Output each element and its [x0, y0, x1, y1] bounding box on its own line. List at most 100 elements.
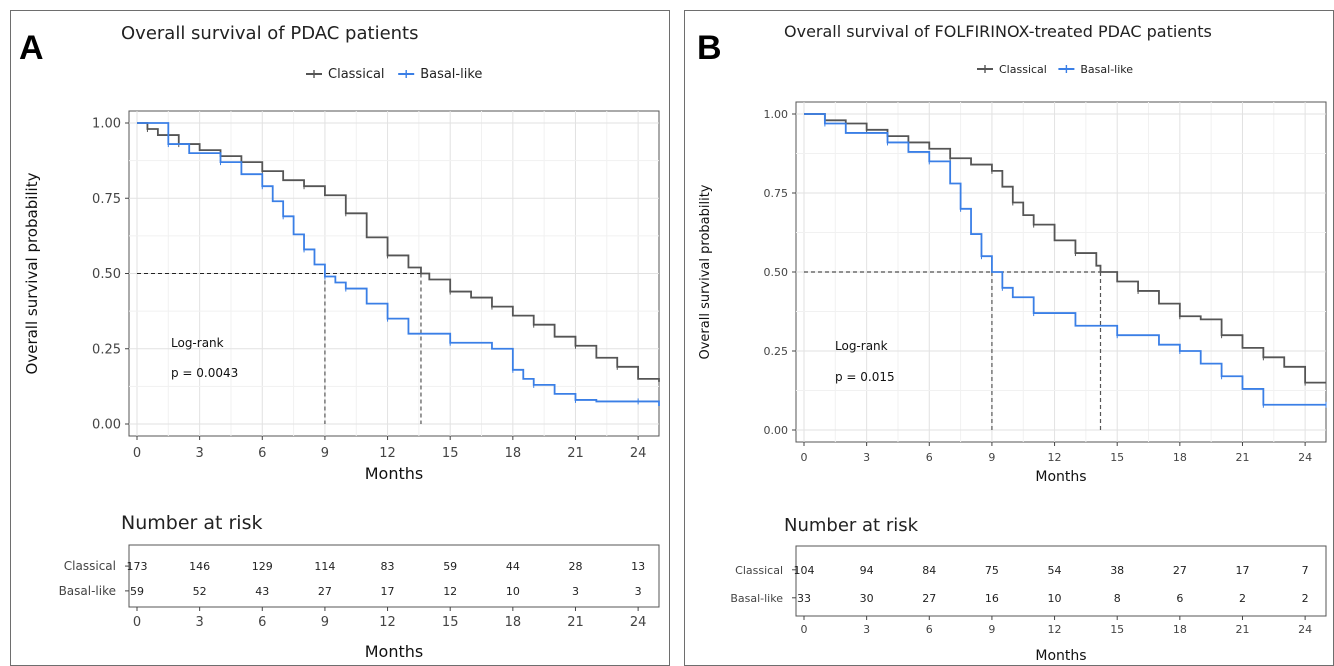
y-tick-label: 0.25	[92, 342, 121, 357]
risk-x-tick-label: 3	[863, 623, 870, 636]
risk-x-tick-label: 24	[630, 615, 647, 630]
y-axis-title: Overall survival probability	[698, 184, 713, 359]
y-tick-label: 0.50	[764, 266, 789, 279]
risk-table-title: Number at risk	[784, 515, 919, 536]
risk-table-title: Number at risk	[121, 512, 263, 534]
risk-count: 84	[922, 564, 936, 577]
risk-count: 52	[193, 585, 207, 598]
x-tick-label: 21	[1235, 451, 1249, 464]
risk-count: 16	[985, 592, 999, 605]
risk-count: 27	[922, 592, 936, 605]
x-tick-label: 3	[863, 451, 870, 464]
legend-label-classical: Classical	[999, 63, 1047, 76]
risk-x-tick-label: 18	[505, 615, 522, 630]
risk-count: 7	[1302, 564, 1309, 577]
risk-count: 3	[572, 585, 579, 598]
x-tick-label: 18	[1173, 451, 1187, 464]
x-tick-label: 0	[133, 446, 141, 461]
y-tick-label: 1.00	[764, 108, 789, 121]
risk-x-tick-label: 9	[321, 615, 329, 630]
risk-x-tick-label: 0	[801, 623, 808, 636]
x-tick-label: 21	[567, 446, 584, 461]
legend-label-basal-like: Basal-like	[1080, 63, 1133, 76]
x-tick-label: 15	[1110, 451, 1124, 464]
survival-curve-classical	[137, 122, 660, 382]
risk-row-label-classical: Classical	[64, 559, 116, 573]
risk-count: 59	[443, 560, 457, 573]
x-tick-label: 6	[258, 446, 266, 461]
risk-x-axis-title: Months	[1035, 648, 1086, 664]
risk-count: 27	[1173, 564, 1187, 577]
risk-count: 3	[635, 585, 642, 598]
x-tick-label: 3	[195, 446, 203, 461]
x-tick-label: 12	[1048, 451, 1062, 464]
x-tick-label: 9	[321, 446, 329, 461]
risk-count: 8	[1114, 592, 1121, 605]
x-tick-label: 9	[988, 451, 995, 464]
legend-label-classical: Classical	[328, 67, 385, 82]
risk-row-label-basal-like: Basal-like	[730, 592, 783, 605]
risk-table-box	[128, 544, 660, 608]
panel-letter: A	[19, 29, 44, 67]
survival-figure-a: A Overall survival of PDAC patients Classi…	[19, 23, 660, 661]
risk-count: 28	[568, 560, 582, 573]
x-axis-title: Months	[365, 464, 423, 483]
risk-count: 10	[1048, 592, 1062, 605]
x-tick-label: 18	[505, 446, 522, 461]
y-tick-label: 1.00	[92, 117, 121, 132]
risk-count: 17	[381, 585, 395, 598]
y-tick-label: 0.00	[764, 424, 789, 437]
y-tick-label: 0.25	[764, 345, 789, 358]
chart-title: Overall survival of FOLFIRINOX-treated P…	[784, 22, 1212, 41]
risk-count: 6	[1176, 592, 1183, 605]
risk-x-tick-label: 15	[442, 615, 459, 630]
risk-count: 44	[506, 560, 520, 573]
chart-title: Overall survival of PDAC patients	[121, 23, 418, 44]
x-tick-label: 6	[926, 451, 933, 464]
risk-count: 114	[314, 560, 335, 573]
risk-x-tick-label: 6	[258, 615, 266, 630]
x-tick-label: 12	[379, 446, 396, 461]
risk-x-tick-label: 15	[1110, 623, 1124, 636]
p-value-label: p = 0.0043	[171, 366, 238, 380]
risk-x-tick-label: 21	[567, 615, 584, 630]
risk-count: 75	[985, 564, 999, 577]
risk-count: 33	[797, 592, 811, 605]
panel-b: B Overall survival of FOLFIRINOX-treated …	[684, 10, 1334, 666]
risk-count: 59	[130, 585, 144, 598]
risk-row-label-classical: Classical	[735, 564, 783, 577]
risk-count: 13	[631, 560, 645, 573]
risk-count: 146	[189, 560, 210, 573]
risk-x-tick-label: 9	[988, 623, 995, 636]
x-tick-label: 0	[801, 451, 808, 464]
logrank-label: Log-rank	[171, 336, 224, 350]
panel-a: A Overall survival of PDAC patients Classi…	[10, 10, 670, 666]
logrank-label: Log-rank	[835, 339, 888, 353]
risk-count: 38	[1110, 564, 1124, 577]
risk-row-label-basal-like: Basal-like	[59, 584, 116, 598]
risk-x-tick-label: 12	[379, 615, 396, 630]
risk-count: 43	[255, 585, 269, 598]
p-value-label: p = 0.015	[835, 370, 895, 384]
survival-figure-b: B Overall survival of FOLFIRINOX-treated …	[697, 22, 1327, 664]
risk-x-tick-label: 21	[1235, 623, 1249, 636]
risk-x-axis-title: Months	[365, 642, 423, 661]
risk-count: 83	[381, 560, 395, 573]
risk-count: 27	[318, 585, 332, 598]
x-tick-label: 24	[630, 446, 647, 461]
risk-x-tick-label: 6	[926, 623, 933, 636]
risk-count: 30	[860, 592, 874, 605]
risk-count: 2	[1302, 592, 1309, 605]
y-tick-label: 0.75	[764, 187, 789, 200]
x-tick-label: 15	[442, 446, 459, 461]
legend: Classical Basal-like	[306, 67, 482, 82]
risk-x-tick-label: 12	[1048, 623, 1062, 636]
y-tick-label: 0.50	[92, 267, 121, 282]
risk-count: 54	[1048, 564, 1062, 577]
risk-count: 104	[794, 564, 815, 577]
legend-label-basal-like: Basal-like	[420, 67, 482, 82]
risk-count: 10	[506, 585, 520, 598]
survival-curve-basal-like	[137, 122, 660, 406]
risk-x-tick-label: 3	[195, 615, 203, 630]
risk-count: 173	[127, 560, 148, 573]
